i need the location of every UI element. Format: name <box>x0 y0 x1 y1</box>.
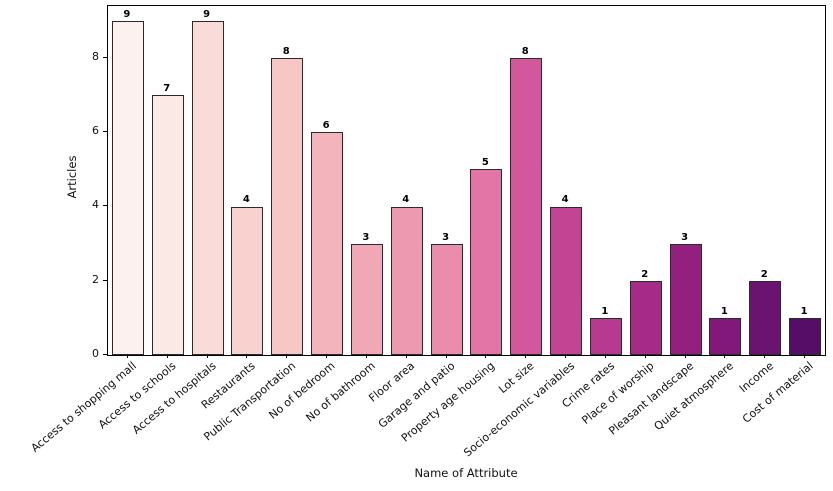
bar-access-to-schools <box>151 95 184 355</box>
y-tick-label: 4 <box>92 198 99 212</box>
bar-value-label: 3 <box>362 231 370 243</box>
bar-value-label: 2 <box>641 268 649 280</box>
plot-area <box>107 5 826 356</box>
bar-value-label: 8 <box>521 45 529 57</box>
bar-value-label: 2 <box>760 268 768 280</box>
y-tick-mark <box>103 354 107 355</box>
bar-value-label: 3 <box>442 231 450 243</box>
y-tick-label: 8 <box>92 49 99 63</box>
bar-value-label: 9 <box>123 8 131 20</box>
x-tick-mark <box>604 354 606 358</box>
bar-value-label: 1 <box>800 305 808 317</box>
bar-access-to-shopping-mall <box>111 20 144 355</box>
y-tick-mark <box>103 56 107 58</box>
y-tick-label: 2 <box>92 272 99 286</box>
y-tick-label: 0 <box>92 347 99 360</box>
x-tick-mark <box>445 354 447 358</box>
bar-public-transportation <box>271 57 304 355</box>
bar-no-of-bedroom <box>311 132 343 355</box>
bar-socio-economic-variables <box>550 206 582 355</box>
bar-value-label: 7 <box>163 83 171 95</box>
bar-value-label: 4 <box>561 194 569 206</box>
bar-garage-and-patio <box>430 243 463 355</box>
x-tick-mark <box>166 354 168 358</box>
bar-value-label: 4 <box>242 194 250 206</box>
y-tick-mark <box>103 205 107 207</box>
x-tick-mark <box>365 354 367 358</box>
x-tick-mark <box>565 354 567 358</box>
bar-lot-size <box>510 57 543 355</box>
bar-value-label: 6 <box>322 120 330 132</box>
x-tick-mark <box>525 354 527 358</box>
y-tick-mark <box>103 279 107 281</box>
bar-crime-rates <box>589 317 622 355</box>
bar-no-of-bathroom <box>350 243 383 355</box>
bar-value-label: 9 <box>203 8 211 20</box>
bar-floor-area <box>390 206 423 355</box>
x-tick-mark <box>724 354 726 358</box>
x-tick-mark <box>485 354 487 358</box>
x-tick-mark <box>326 354 328 358</box>
x-tick-mark <box>405 354 407 358</box>
bar-restaurants <box>231 206 264 355</box>
bar-place-of-worship <box>629 280 662 355</box>
x-tick-mark <box>684 354 686 358</box>
bar-value-label: 1 <box>601 305 609 317</box>
y-tick-label: 6 <box>92 124 99 138</box>
bar-value-label: 4 <box>402 194 410 206</box>
x-tick-mark <box>246 354 248 358</box>
x-tick-mark <box>804 354 806 358</box>
x-axis-title: Name of Attribute <box>414 466 518 480</box>
y-axis-title: Articles <box>65 155 79 199</box>
x-tick-mark <box>286 354 288 358</box>
bar-pleasant-landscape <box>669 243 702 355</box>
x-tick-mark <box>764 354 766 358</box>
x-tick-mark <box>206 354 208 358</box>
y-tick-mark <box>103 131 107 133</box>
bar-value-label: 1 <box>720 305 728 317</box>
bar-access-to-hospitals <box>191 20 224 355</box>
bar-income <box>749 280 782 355</box>
bar-value-label: 5 <box>481 157 489 169</box>
x-tick-label-quiet-atmosphere: Quiet atmosphere <box>651 359 737 433</box>
bar-value-label: 8 <box>282 45 290 57</box>
bar-value-label: 3 <box>681 231 689 243</box>
bar-property-age-housing <box>470 169 503 355</box>
x-tick-label-cost-of-material: Cost of material <box>740 359 816 426</box>
bar-cost-of-material <box>789 317 821 355</box>
x-tick-mark <box>644 354 646 358</box>
bar-quiet-atmosphere <box>709 317 742 355</box>
x-tick-mark <box>126 354 128 358</box>
